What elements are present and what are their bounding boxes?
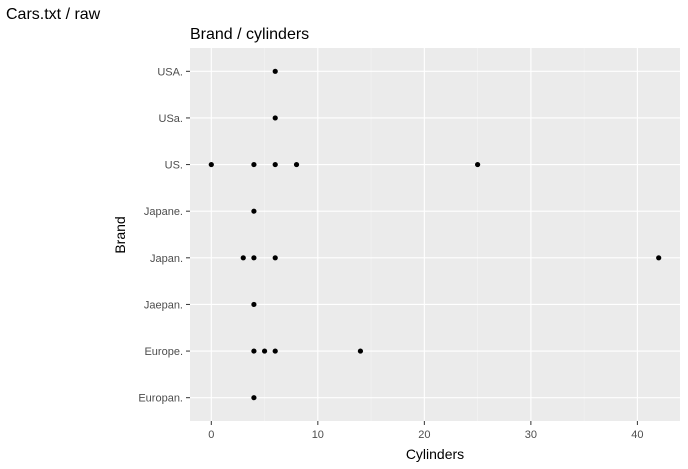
data-point [475, 161, 481, 168]
x-tick-label: 30 [525, 429, 537, 441]
data-point [293, 161, 300, 168]
data-points [208, 68, 662, 401]
y-tick-label: US. [165, 160, 183, 172]
data-point [251, 301, 257, 308]
data-point [251, 255, 257, 261]
data-point [261, 348, 268, 354]
data-point [251, 208, 257, 214]
y-axis: Europan. Europe. Jaepan. Japan. Japane. US. US… [138, 66, 190, 405]
window-title: Cars.txt / raw [6, 6, 101, 23]
y-tick-label: Europan. [138, 393, 183, 405]
data-point [272, 115, 278, 121]
y-axis-label: Brand [112, 216, 128, 253]
y-tick-label: Europe. [144, 346, 183, 358]
y-tick-label: USa. [159, 113, 183, 125]
x-axis-label: Cylinders [406, 446, 464, 462]
x-tick-label: 10 [312, 429, 324, 441]
x-tick-label: 0 [208, 429, 214, 441]
data-point [240, 255, 246, 261]
chart-title: Brand / cylinders [190, 26, 309, 43]
plot-panel [190, 48, 680, 421]
data-point [208, 161, 214, 168]
x-tick-label: 20 [418, 429, 430, 441]
y-tick-label: Japane. [144, 206, 183, 218]
y-tick-label: Japan. [150, 253, 183, 265]
y-tick-label: Jaepan. [144, 299, 183, 311]
data-point [357, 348, 364, 354]
data-point [272, 161, 278, 168]
data-point [272, 348, 278, 354]
data-point [272, 68, 278, 74]
data-point [251, 395, 257, 401]
x-axis: 0 10 20 30 40 [208, 421, 644, 441]
data-point [656, 255, 662, 261]
data-point [251, 161, 257, 168]
minor-gridlines [264, 48, 585, 421]
major-gridlines [190, 48, 680, 421]
y-tick-label: USA. [157, 66, 183, 78]
data-point [251, 348, 257, 354]
x-tick-label: 40 [631, 429, 643, 441]
data-point [272, 255, 278, 261]
